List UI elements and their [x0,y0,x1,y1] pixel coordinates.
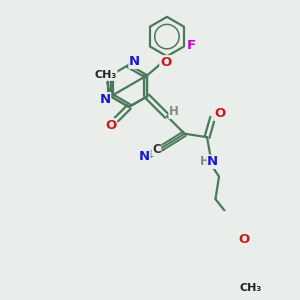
Text: C: C [152,143,161,156]
Text: CH₃: CH₃ [94,70,117,80]
Text: N: N [207,155,218,168]
Text: F: F [187,38,196,52]
Text: N: N [100,93,111,106]
Text: N: N [139,150,150,164]
Text: CH₃: CH₃ [239,283,262,293]
Text: N: N [129,56,140,68]
Text: O: O [160,56,171,69]
Text: O: O [238,233,249,246]
Text: O: O [214,107,225,121]
Text: O: O [105,119,116,132]
Text: H: H [169,105,179,119]
Text: H: H [200,155,210,168]
